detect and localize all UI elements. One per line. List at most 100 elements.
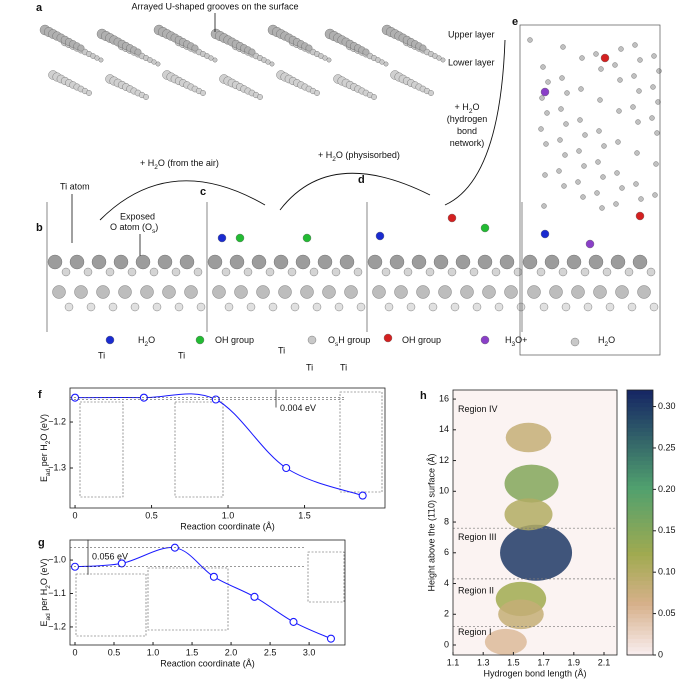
colorbar-step [627, 468, 653, 474]
atom [455, 254, 471, 270]
atom [631, 73, 637, 79]
colorbar-step [627, 597, 653, 602]
atom [287, 267, 297, 277]
atom [566, 254, 582, 270]
atom [600, 174, 606, 180]
atom [149, 267, 159, 277]
colorbar-step [627, 526, 653, 532]
atom [273, 254, 289, 270]
atom [251, 254, 267, 270]
atom-label: Exposed [120, 211, 155, 221]
x-axis-label: Hydrogen bond length (Å) [483, 668, 586, 678]
atom [108, 302, 118, 312]
text-part: + H [455, 102, 469, 112]
region-label: Region III [458, 532, 497, 542]
atom [200, 90, 206, 96]
atom [610, 254, 626, 270]
subscript: 2 [605, 341, 609, 348]
atom [265, 59, 271, 65]
y-tick-label: −1.2 [48, 621, 66, 631]
x-tick-label: 2.5 [264, 647, 277, 657]
atom [618, 46, 624, 52]
atom [613, 201, 619, 207]
atom [653, 161, 659, 167]
colorbar-step [627, 588, 653, 594]
atom [162, 285, 176, 299]
atom [140, 285, 154, 299]
colorbar-step [627, 518, 653, 523]
y-tick-label: 2 [444, 609, 449, 619]
region-label: Region II [458, 586, 494, 596]
colorbar-step [627, 576, 653, 581]
inset [339, 391, 383, 493]
atom [543, 141, 549, 147]
colorbar-step [627, 443, 653, 449]
atom [105, 267, 115, 277]
text-part: per H [39, 444, 49, 469]
atom [494, 302, 504, 312]
atom [559, 75, 565, 81]
atom [499, 254, 515, 270]
colorbar-step [627, 646, 653, 652]
atom-label: Ti [278, 345, 285, 355]
atom [633, 181, 639, 187]
panel-letter: h [420, 390, 427, 402]
colorbar-step [627, 551, 653, 557]
atom [632, 254, 648, 270]
atom-label: Ti [98, 350, 105, 360]
atom [379, 59, 385, 65]
atom [557, 137, 563, 143]
colorbar-tick-label: 0.30 [658, 401, 676, 411]
atom [538, 126, 544, 132]
text-part: O [608, 335, 615, 345]
layer-label: Lower layer [448, 57, 495, 67]
atom [207, 254, 223, 270]
atom [193, 267, 203, 277]
atom [229, 254, 245, 270]
atom [212, 285, 226, 299]
data-point [326, 634, 336, 643]
atom [389, 254, 405, 270]
panel-letter: a [36, 2, 43, 14]
data-point [209, 572, 218, 581]
atom [540, 87, 550, 97]
atom [406, 302, 416, 312]
atom [615, 139, 621, 145]
atom [362, 48, 370, 56]
atom [562, 152, 568, 158]
atom [527, 37, 533, 43]
legend-label: OsH group [328, 335, 370, 348]
x-tick-label: 2.1 [598, 657, 611, 667]
atom [371, 94, 377, 100]
colorbar-tick-label: 0.05 [658, 608, 676, 618]
process-arrow [279, 172, 431, 211]
atom [257, 94, 263, 100]
density-blob [504, 498, 553, 531]
colorbar-step [627, 418, 653, 424]
colorbar-step [627, 514, 653, 519]
atom [322, 55, 328, 61]
colorbar-step [627, 630, 653, 635]
atom [561, 183, 567, 189]
text-part: H [598, 335, 605, 345]
atom [152, 302, 162, 312]
atom [630, 104, 636, 110]
colorbar-step [627, 539, 653, 544]
atom [134, 48, 142, 56]
atom [234, 285, 248, 299]
colorbar-step [627, 584, 653, 590]
atom [617, 77, 623, 83]
atom [491, 267, 501, 277]
subscript: 2 [332, 156, 336, 163]
atom [544, 254, 560, 270]
atom [602, 267, 612, 277]
atom [601, 143, 607, 149]
legend-label: OH group [402, 335, 441, 345]
atom [469, 267, 479, 277]
atom [627, 302, 637, 312]
arrow-label: + H2O [455, 102, 480, 115]
colorbar-step [627, 555, 653, 561]
atom [635, 211, 645, 221]
atom [83, 267, 93, 277]
